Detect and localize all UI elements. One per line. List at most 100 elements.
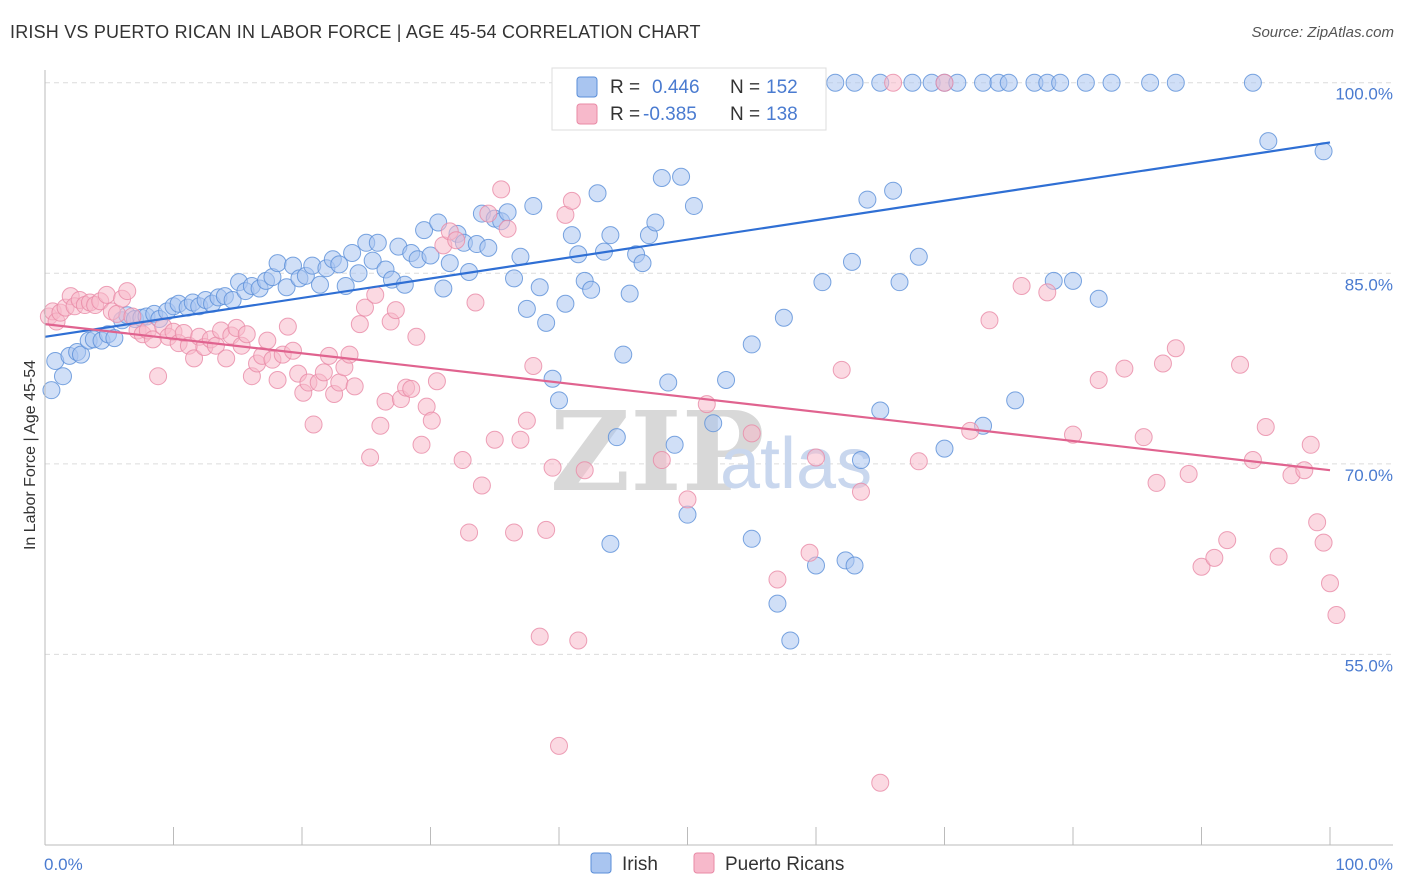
puerto-rican-point <box>768 570 787 589</box>
irish-point <box>659 373 678 392</box>
irish-point <box>684 196 703 215</box>
puerto-rican-point <box>1308 513 1327 532</box>
x-tick-label-min: 0.0% <box>44 855 83 874</box>
puerto-rican-point <box>278 317 297 336</box>
irish-point <box>935 439 954 458</box>
irish-point <box>826 73 845 92</box>
irish-point <box>871 401 890 420</box>
puerto-rican-point <box>562 191 581 210</box>
puerto-rican-trend-line <box>44 323 1331 472</box>
puerto-rican-point <box>453 451 472 470</box>
irish-point <box>1166 73 1185 92</box>
chart-title: IRISH VS PUERTO RICAN IN LABOR FORCE | A… <box>10 22 701 42</box>
y-tick-labels: 55.0% 70.0% 85.0% 100.0% <box>1335 85 1393 676</box>
bottom-legend-label-puerto-rican: Puerto Ricans <box>725 854 844 875</box>
irish-point <box>1259 132 1278 151</box>
puerto-rican-point <box>1321 574 1339 593</box>
puerto-rican-point <box>537 520 556 539</box>
y-tick-label: 100.0% <box>1335 85 1393 104</box>
irish-point <box>845 556 864 575</box>
irish-point <box>858 190 877 209</box>
irish-point <box>742 335 761 354</box>
legend-r-label-irish: R = <box>610 77 640 98</box>
puerto-rican-point <box>1314 533 1333 552</box>
irish-point <box>781 631 800 650</box>
irish-point <box>974 73 993 92</box>
puerto-rican-point <box>1205 548 1224 567</box>
puerto-rican-point <box>427 372 446 391</box>
puerto-rican-point <box>1153 354 1172 373</box>
puerto-rican-point <box>530 627 549 646</box>
irish-point <box>909 247 928 266</box>
puerto-rican-point <box>350 315 369 334</box>
puerto-rican-point <box>832 360 851 379</box>
puerto-rican-point <box>366 285 385 304</box>
irish-point <box>672 167 691 186</box>
irish-point <box>505 269 524 288</box>
puerto-rican-point <box>1012 276 1031 295</box>
irish-point <box>601 226 620 245</box>
puerto-rican-point <box>386 301 405 320</box>
irish-point <box>601 534 620 553</box>
puerto-rican-point <box>1327 606 1346 625</box>
irish-point <box>363 251 382 270</box>
legend-r-value-puerto-rican: -0.385 <box>643 104 697 125</box>
irish-point <box>562 226 581 245</box>
puerto-rican-point <box>376 392 395 411</box>
watermark: ZIP atlas <box>550 387 872 516</box>
irish-point <box>1064 271 1082 290</box>
puerto-rican-point <box>524 357 543 376</box>
puerto-rican-point <box>1301 435 1320 454</box>
irish-point <box>717 371 736 389</box>
puerto-rican-point <box>466 293 485 312</box>
puerto-rican-point <box>460 523 479 542</box>
puerto-rican-point <box>511 430 530 449</box>
top-legend-box <box>551 67 827 131</box>
puerto-rican-point <box>1231 355 1250 374</box>
puerto-rican-point <box>485 430 504 449</box>
irish-point <box>498 203 517 222</box>
irish-point <box>517 299 536 318</box>
puerto-rican-point <box>217 349 236 368</box>
puerto-rican-point <box>107 304 126 323</box>
irish-point <box>1089 289 1108 308</box>
puerto-rican-point <box>884 73 903 92</box>
puerto-rican-point <box>412 435 431 454</box>
puerto-rican-point <box>447 231 466 250</box>
puerto-rican-point <box>575 461 594 480</box>
bottom-legend: Irish Puerto Ricans <box>590 852 844 875</box>
puerto-rican-point <box>268 371 287 389</box>
irish-point <box>268 254 287 273</box>
puerto-rican-point <box>935 73 954 92</box>
top-legend: R = 0.446 N = 152 R = -0.385 N = 138 <box>551 67 827 131</box>
y-tick-label: 85.0% <box>1345 275 1393 294</box>
irish-point <box>665 435 684 454</box>
irish-point <box>633 254 652 273</box>
puerto-rican-point <box>1256 418 1275 437</box>
irish-point <box>349 264 368 283</box>
irish-point <box>903 73 922 92</box>
puerto-rican-point <box>498 219 517 238</box>
irish-point <box>415 221 434 240</box>
puerto-rican-point <box>185 349 204 368</box>
legend-swatch-puerto-rican <box>576 103 598 125</box>
irish-point <box>884 181 903 200</box>
irish-point <box>704 414 723 433</box>
irish-point <box>71 345 90 364</box>
puerto-rican-point <box>807 448 825 467</box>
irish-point <box>421 246 440 265</box>
irish-point <box>646 213 665 232</box>
puerto-rican-point <box>1147 473 1166 492</box>
puerto-rican-point <box>355 298 374 317</box>
puerto-rican-point <box>1218 531 1237 550</box>
puerto-rican-point <box>330 373 349 392</box>
irish-point <box>582 280 601 299</box>
irish-point <box>556 294 575 313</box>
puerto-rican-point <box>569 631 588 650</box>
irish-point <box>1051 73 1070 92</box>
irish-point <box>42 381 61 400</box>
x-tick-label-max: 100.0% <box>1335 855 1393 874</box>
puerto-rican-point <box>258 331 277 350</box>
bottom-legend-label-irish: Irish <box>622 854 658 875</box>
